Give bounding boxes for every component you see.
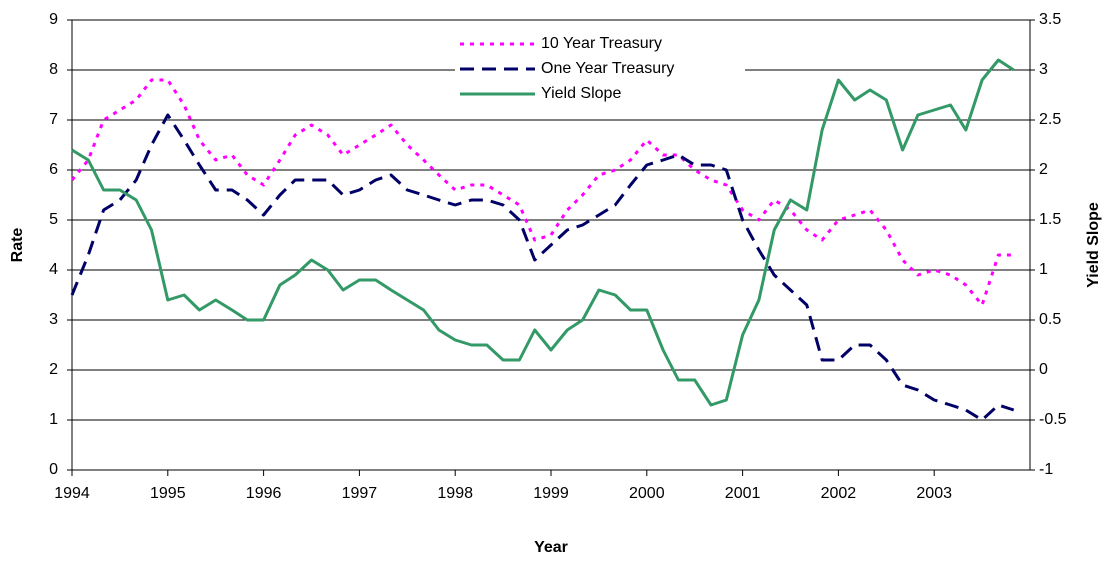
y-tick-label: 8 bbox=[49, 61, 58, 78]
x-axis-label: Year bbox=[534, 539, 568, 556]
y2-tick-label: 0 bbox=[1039, 361, 1048, 378]
y-tick-label: 7 bbox=[49, 111, 58, 128]
series-line bbox=[70, 78, 1014, 307]
x-tick-label: 2002 bbox=[821, 485, 857, 502]
series-line bbox=[71, 58, 1015, 407]
y-tick-label: 4 bbox=[49, 261, 58, 278]
y-tick-label: 2 bbox=[49, 361, 58, 378]
y2-tick-label: 3 bbox=[1039, 61, 1048, 78]
x-tick-label: 2001 bbox=[725, 485, 761, 502]
y2-tick-label: 1.5 bbox=[1039, 211, 1061, 228]
y-tick-label: 1 bbox=[49, 411, 58, 428]
x-tick-label: 1998 bbox=[437, 485, 473, 502]
y2-tick-label: 0.5 bbox=[1039, 311, 1061, 328]
x-tick-label: 1996 bbox=[246, 485, 282, 502]
legend-label: Yield Slope bbox=[541, 85, 621, 102]
y-tick-label: 5 bbox=[49, 211, 58, 228]
y2-tick-label: 2.5 bbox=[1039, 111, 1061, 128]
x-tick-label: 1999 bbox=[533, 485, 569, 502]
legend-label: 10 Year Treasury bbox=[541, 35, 662, 52]
y2-tick-label: 2 bbox=[1039, 161, 1048, 178]
y-axis-label: Rate bbox=[9, 228, 26, 263]
y2-axis-label: Yield Slope bbox=[1085, 202, 1102, 288]
x-tick-label: 2000 bbox=[629, 485, 665, 502]
y-tick-label: 6 bbox=[49, 161, 58, 178]
y2-tick-label: 1 bbox=[1039, 261, 1048, 278]
y-tick-label: 0 bbox=[49, 461, 58, 478]
x-tick-label: 1997 bbox=[342, 485, 378, 502]
legend-label: One Year Treasury bbox=[541, 60, 674, 77]
series-line bbox=[70, 113, 1015, 422]
y2-tick-label: -1 bbox=[1039, 461, 1053, 478]
x-tick-label: 1994 bbox=[54, 485, 90, 502]
y-tick-label: 3 bbox=[49, 311, 58, 328]
x-tick-label: 2003 bbox=[916, 485, 952, 502]
x-tick-label: 1995 bbox=[150, 485, 186, 502]
y-tick-label: 9 bbox=[49, 11, 58, 28]
y2-tick-label: 3.5 bbox=[1039, 11, 1061, 28]
y2-tick-label: -0.5 bbox=[1039, 411, 1067, 428]
plot-frame bbox=[71, 19, 1031, 471]
